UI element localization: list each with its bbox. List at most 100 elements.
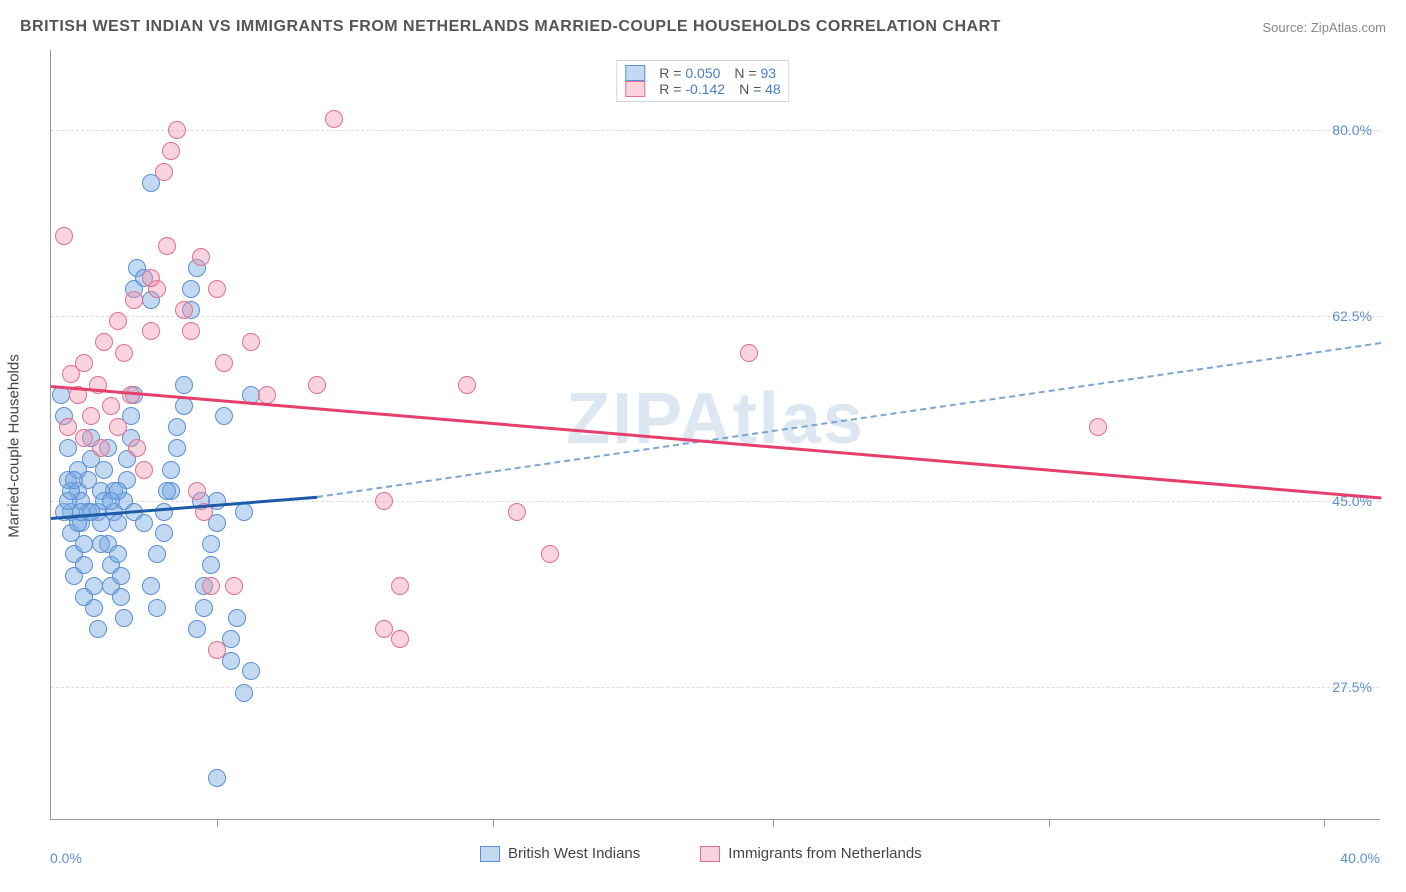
data-point xyxy=(155,163,173,181)
series-legend: British West Indians Immigrants from Net… xyxy=(480,845,922,862)
data-point xyxy=(182,322,200,340)
data-point xyxy=(162,142,180,160)
n-label-2: N = xyxy=(739,81,761,97)
y-tick-label: 80.0% xyxy=(1332,122,1372,138)
data-point xyxy=(225,577,243,595)
data-point xyxy=(82,503,100,521)
legend-row-2: R = -0.142 N = 48 xyxy=(625,81,780,97)
swatch-blue xyxy=(625,65,645,81)
data-point xyxy=(112,567,130,585)
data-point xyxy=(168,439,186,457)
data-point xyxy=(75,535,93,553)
data-point xyxy=(148,599,166,617)
data-point xyxy=(109,545,127,563)
data-point xyxy=(391,577,409,595)
data-point xyxy=(75,556,93,574)
legend-item-1: British West Indians xyxy=(480,845,640,862)
chart-title: BRITISH WEST INDIAN VS IMMIGRANTS FROM N… xyxy=(20,18,1001,36)
y-tick-label: 62.5% xyxy=(1332,308,1372,324)
data-point xyxy=(59,439,77,457)
data-point xyxy=(192,248,210,266)
data-point xyxy=(142,322,160,340)
data-point xyxy=(391,630,409,648)
data-point xyxy=(541,545,559,563)
y-axis-title: Married-couple Households xyxy=(6,354,23,537)
data-point xyxy=(115,609,133,627)
legend-label-1: British West Indians xyxy=(508,845,640,862)
data-point xyxy=(215,407,233,425)
data-point xyxy=(109,418,127,436)
data-point xyxy=(158,237,176,255)
data-point xyxy=(135,461,153,479)
x-tick xyxy=(217,819,218,827)
trend-line xyxy=(51,385,1381,500)
data-point xyxy=(112,588,130,606)
data-point xyxy=(115,344,133,362)
data-point xyxy=(128,439,146,457)
data-point xyxy=(228,609,246,627)
data-point xyxy=(202,556,220,574)
data-point xyxy=(195,599,213,617)
data-point xyxy=(188,482,206,500)
source-label: Source: ZipAtlas.com xyxy=(1262,20,1386,35)
data-point xyxy=(155,503,173,521)
legend-swatch-blue xyxy=(480,846,500,862)
data-point xyxy=(102,492,120,510)
data-point xyxy=(125,291,143,309)
data-point xyxy=(109,312,127,330)
data-point xyxy=(242,333,260,351)
data-point xyxy=(75,588,93,606)
data-point xyxy=(148,545,166,563)
data-point xyxy=(740,344,758,362)
data-point xyxy=(102,397,120,415)
r-value-1: 0.050 xyxy=(685,65,720,81)
data-point xyxy=(215,354,233,372)
legend-row-1: R = 0.050 N = 93 xyxy=(625,65,780,81)
legend-label-2: Immigrants from Netherlands xyxy=(728,845,921,862)
data-point xyxy=(155,524,173,542)
data-point xyxy=(95,461,113,479)
x-axis-min-label: 0.0% xyxy=(50,850,82,866)
data-point xyxy=(55,227,73,245)
data-point xyxy=(458,376,476,394)
data-point xyxy=(82,407,100,425)
data-point xyxy=(142,269,160,287)
data-point xyxy=(375,620,393,638)
x-tick xyxy=(1324,819,1325,827)
data-point xyxy=(175,376,193,394)
n-value-2: 48 xyxy=(765,81,781,97)
data-point xyxy=(508,503,526,521)
swatch-pink xyxy=(625,81,645,97)
data-point xyxy=(202,535,220,553)
gridline xyxy=(51,316,1380,317)
data-point xyxy=(95,333,113,351)
n-value-1: 93 xyxy=(760,65,776,81)
x-axis-max-label: 40.0% xyxy=(1340,850,1380,866)
data-point xyxy=(168,121,186,139)
data-point xyxy=(65,471,83,489)
y-tick-label: 27.5% xyxy=(1332,679,1372,695)
data-point xyxy=(92,535,110,553)
data-point xyxy=(75,354,93,372)
r-label-2: R = xyxy=(659,81,681,97)
data-point xyxy=(235,684,253,702)
n-label-1: N = xyxy=(734,65,756,81)
watermark-text: ZIPAtlas xyxy=(566,378,865,460)
data-point xyxy=(258,386,276,404)
data-point xyxy=(92,439,110,457)
data-point xyxy=(182,280,200,298)
legend-item-2: Immigrants from Netherlands xyxy=(700,845,921,862)
data-point xyxy=(208,769,226,787)
data-point xyxy=(59,418,77,436)
data-point xyxy=(168,418,186,436)
data-point xyxy=(1089,418,1107,436)
data-point xyxy=(162,461,180,479)
x-tick xyxy=(773,819,774,827)
data-point xyxy=(242,662,260,680)
data-point xyxy=(375,492,393,510)
data-point xyxy=(235,503,253,521)
data-point xyxy=(208,641,226,659)
correlation-legend: R = 0.050 N = 93 R = -0.142 N = 48 xyxy=(616,60,789,102)
x-tick xyxy=(1049,819,1050,827)
data-point xyxy=(308,376,326,394)
